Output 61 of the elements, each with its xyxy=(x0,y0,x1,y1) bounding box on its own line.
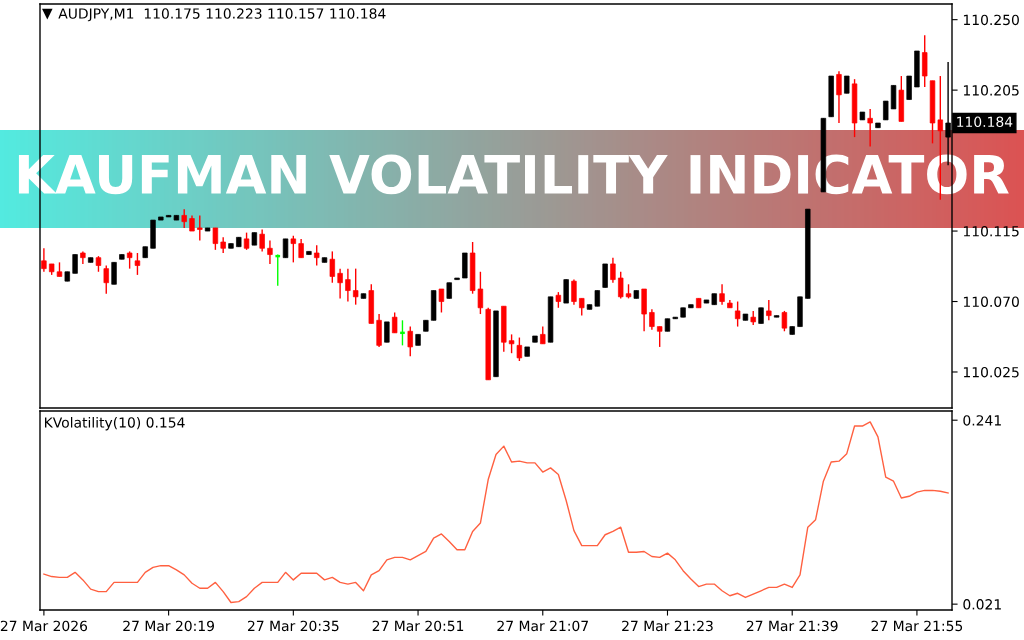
candlestick xyxy=(314,244,320,267)
text: 110.184 xyxy=(957,116,1013,128)
candlestick xyxy=(922,34,928,88)
candlestick xyxy=(197,214,203,242)
candlestick xyxy=(259,228,265,253)
candlestick xyxy=(610,256,616,284)
y-tick-label: 110.250 xyxy=(963,14,1019,26)
x-tick-label: 27 Mar 21:55 xyxy=(871,620,963,632)
chart-title: AUDJPY,M1 110.175 110.223 110.157 110.184 xyxy=(58,8,386,22)
candlestick xyxy=(337,267,343,300)
candlestick xyxy=(298,238,304,259)
candlestick xyxy=(719,283,725,306)
candlestick xyxy=(345,267,351,303)
candlestick xyxy=(602,263,608,289)
x-tick-label: 27 Mar 21:07 xyxy=(497,620,588,632)
candlestick xyxy=(883,100,889,121)
y-tick-label: 110.070 xyxy=(963,296,1019,307)
y-tick-label: 0.021 xyxy=(963,599,1001,610)
y-tick-label: 0.241 xyxy=(963,415,1001,426)
candlestick xyxy=(438,288,445,314)
candlestick xyxy=(890,84,897,110)
y-tick-label: 110.115 xyxy=(963,226,1019,237)
candlestick xyxy=(508,333,515,354)
candlestick xyxy=(282,238,289,259)
chart-title: KVolatility(10) 0.154 xyxy=(45,416,185,431)
candlestick xyxy=(391,311,398,334)
candlestick xyxy=(649,308,655,331)
candlestick xyxy=(766,299,772,322)
candlestick xyxy=(781,310,788,332)
candlestick xyxy=(275,253,281,287)
candlestick xyxy=(400,319,405,347)
candlestick xyxy=(618,271,624,300)
candlestick xyxy=(384,321,390,343)
candlestick xyxy=(657,325,663,348)
candlestick xyxy=(72,253,78,275)
x-tick-label: 27 Mar 2026 xyxy=(0,620,88,632)
y-tick-label: 110.205 xyxy=(963,85,1019,96)
candlestick xyxy=(516,336,523,362)
candlestick xyxy=(212,227,219,251)
candlestick xyxy=(267,239,273,265)
candlestick xyxy=(734,300,741,328)
x-tick-label: 27 Mar 20:35 xyxy=(247,620,339,632)
candlestick xyxy=(563,278,569,304)
candlestick xyxy=(867,108,873,148)
y-tick-label: 110.025 xyxy=(963,366,1019,378)
candlestick xyxy=(353,267,359,306)
candlestick xyxy=(290,235,297,264)
candlestick xyxy=(134,252,141,276)
candlestick xyxy=(111,261,117,285)
candlestick xyxy=(906,75,912,101)
candlestick xyxy=(571,278,577,306)
x-tick-label: 27 Mar 20:51 xyxy=(372,620,464,632)
x-tick-label: 27 Mar 20:19 xyxy=(123,620,215,632)
candlestick xyxy=(41,247,47,273)
candlestick xyxy=(836,70,842,124)
x-tick-label: 27 Mar 21:23 xyxy=(622,620,713,632)
x-tick-label: 27 Mar 21:39 xyxy=(746,620,838,632)
candlestick xyxy=(407,325,413,358)
candlestick xyxy=(103,264,109,295)
candlestick xyxy=(181,208,187,229)
candlestick xyxy=(329,250,335,284)
